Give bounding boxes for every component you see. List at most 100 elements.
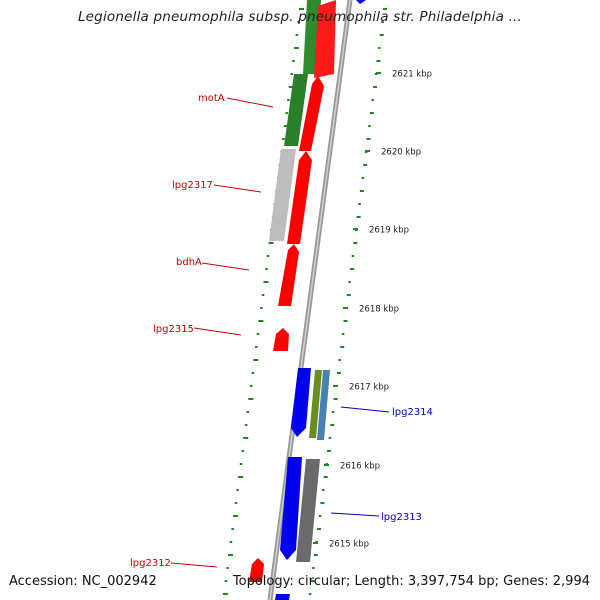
gene-feature-red-bdhA[interactable] — [278, 244, 299, 306]
gc-mark — [371, 99, 374, 101]
kbp-tick-label: 2616 kbp — [340, 462, 380, 472]
kbp-tick-mark — [313, 542, 318, 544]
gc-mark — [239, 463, 243, 465]
gene-feature-darkgrey-lpg2313[interactable] — [296, 459, 320, 562]
gene-leader-line — [201, 262, 250, 271]
gene-feature-grey-lpg2317[interactable] — [269, 149, 296, 241]
gc-mark — [338, 359, 341, 361]
kbp-tick-mark — [365, 150, 370, 152]
gc-mark — [249, 385, 253, 387]
gc-mark — [246, 411, 250, 413]
genome-backbone-highlight — [269, 0, 351, 600]
gene-label-mota[interactable]: motA — [198, 93, 225, 104]
gc-mark — [299, 8, 304, 10]
gc-mark — [340, 346, 345, 348]
gene-label-lpg2313[interactable]: lpg2313 — [381, 512, 422, 523]
gc-mark — [312, 567, 315, 569]
kbp-ticks: 2621 kbp 2620 kbp 2619 kbp 2618 kbp 2617 kbp… — [313, 70, 432, 550]
gene-feature-red-lpg2315[interactable] — [273, 328, 289, 351]
gene-leader-line — [226, 97, 274, 108]
gc-mark — [241, 450, 244, 452]
gc-mark — [363, 164, 368, 166]
gc-mark — [358, 203, 361, 205]
gene-leader-line — [330, 512, 380, 517]
kbp-tick-mark — [333, 385, 338, 387]
gc-mark — [243, 437, 249, 439]
gene-feature-olive-lpg2314[interactable] — [309, 370, 322, 438]
gene-feature-red-motA[interactable] — [299, 76, 324, 151]
gc-mark — [285, 112, 288, 114]
gc-mark — [336, 372, 341, 374]
gene-label-leaders: motA lpg2317 bdhA lpg2315 lpg2314 lpg2313 lpg2… — [130, 93, 433, 569]
gene-feature-red-lpg2312[interactable] — [249, 558, 264, 582]
gc-mark — [331, 411, 335, 413]
gene-feature-green-motA[interactable] — [284, 74, 308, 146]
topology-summary: Topology: circular; Length: 3,397,754 bp… — [232, 574, 590, 589]
gene-feature-red-top[interactable] — [314, 0, 336, 78]
gc-mark — [378, 47, 381, 49]
gene-leader-line — [170, 562, 218, 568]
gene-label-lpg2314[interactable]: lpg2314 — [392, 407, 433, 418]
gc-mark — [328, 437, 332, 439]
gc-mark — [263, 281, 269, 283]
gene-leader-line — [340, 406, 390, 413]
gc-mark — [322, 489, 325, 491]
gene-leader-line — [213, 184, 262, 193]
gene-label-lpg2317[interactable]: lpg2317 — [172, 180, 213, 191]
gc-mark — [373, 86, 378, 88]
gc-mark — [228, 554, 233, 556]
gc-mark — [323, 476, 328, 478]
gc-mark — [343, 320, 348, 322]
gc-mark — [251, 372, 255, 374]
gc-mark — [234, 502, 238, 504]
gc-mark — [353, 242, 358, 244]
gc-mark — [292, 60, 295, 62]
gene-feature-red-lpg2317[interactable] — [287, 151, 312, 244]
gc-mark — [297, 21, 300, 23]
kbp-tick-mark — [353, 228, 358, 230]
gc-mark — [282, 138, 285, 140]
gc-mark — [361, 177, 365, 179]
gc-mark — [359, 190, 364, 192]
kbp-tick-mark — [376, 72, 381, 74]
gc-mark — [348, 281, 351, 283]
gene-feature-blue-lpg2314[interactable] — [291, 368, 311, 437]
gc-mark — [327, 450, 331, 452]
gc-mark — [346, 294, 351, 296]
gene-label-lpg2312[interactable]: lpg2312 — [130, 558, 171, 569]
gc-mark — [261, 294, 265, 296]
gc-mark — [260, 307, 263, 309]
gc-content-outer-track — [308, 8, 387, 595]
gene-feature-steel-lpg2314[interactable] — [317, 370, 330, 440]
gc-mark — [244, 424, 248, 426]
gc-mark — [255, 346, 258, 348]
gc-mark — [288, 86, 294, 88]
gene-label-lpg2315[interactable]: lpg2315 — [153, 324, 194, 335]
gc-mark — [266, 255, 270, 257]
gc-mark — [253, 359, 259, 361]
gc-mark — [317, 528, 322, 530]
gc-mark — [350, 268, 355, 270]
gene-feature-blue-lpg2313[interactable] — [280, 457, 302, 560]
gc-mark — [313, 554, 318, 556]
gene-feature-blue-bottom[interactable] — [275, 594, 290, 600]
gene-feature-blue-top[interactable] — [356, 0, 366, 4]
gc-mark — [226, 567, 229, 569]
gc-mark — [320, 502, 325, 504]
gc-mark — [310, 580, 315, 582]
gene-leader-line — [193, 327, 242, 336]
kbp-tick-label: 2615 kbp — [329, 540, 369, 550]
gc-mark — [248, 398, 254, 400]
gc-mark — [383, 8, 387, 10]
gc-mark — [256, 333, 260, 335]
gc-mark — [268, 242, 274, 244]
gc-mark — [224, 580, 228, 582]
gc-mark — [290, 73, 293, 75]
gc-mark — [287, 99, 290, 101]
gc-mark — [258, 320, 264, 322]
gc-mark — [351, 255, 355, 257]
gc-mark — [381, 21, 384, 23]
kbp-tick-label: 2621 kbp — [392, 70, 432, 80]
gene-label-bdha[interactable]: bdhA — [176, 257, 202, 268]
